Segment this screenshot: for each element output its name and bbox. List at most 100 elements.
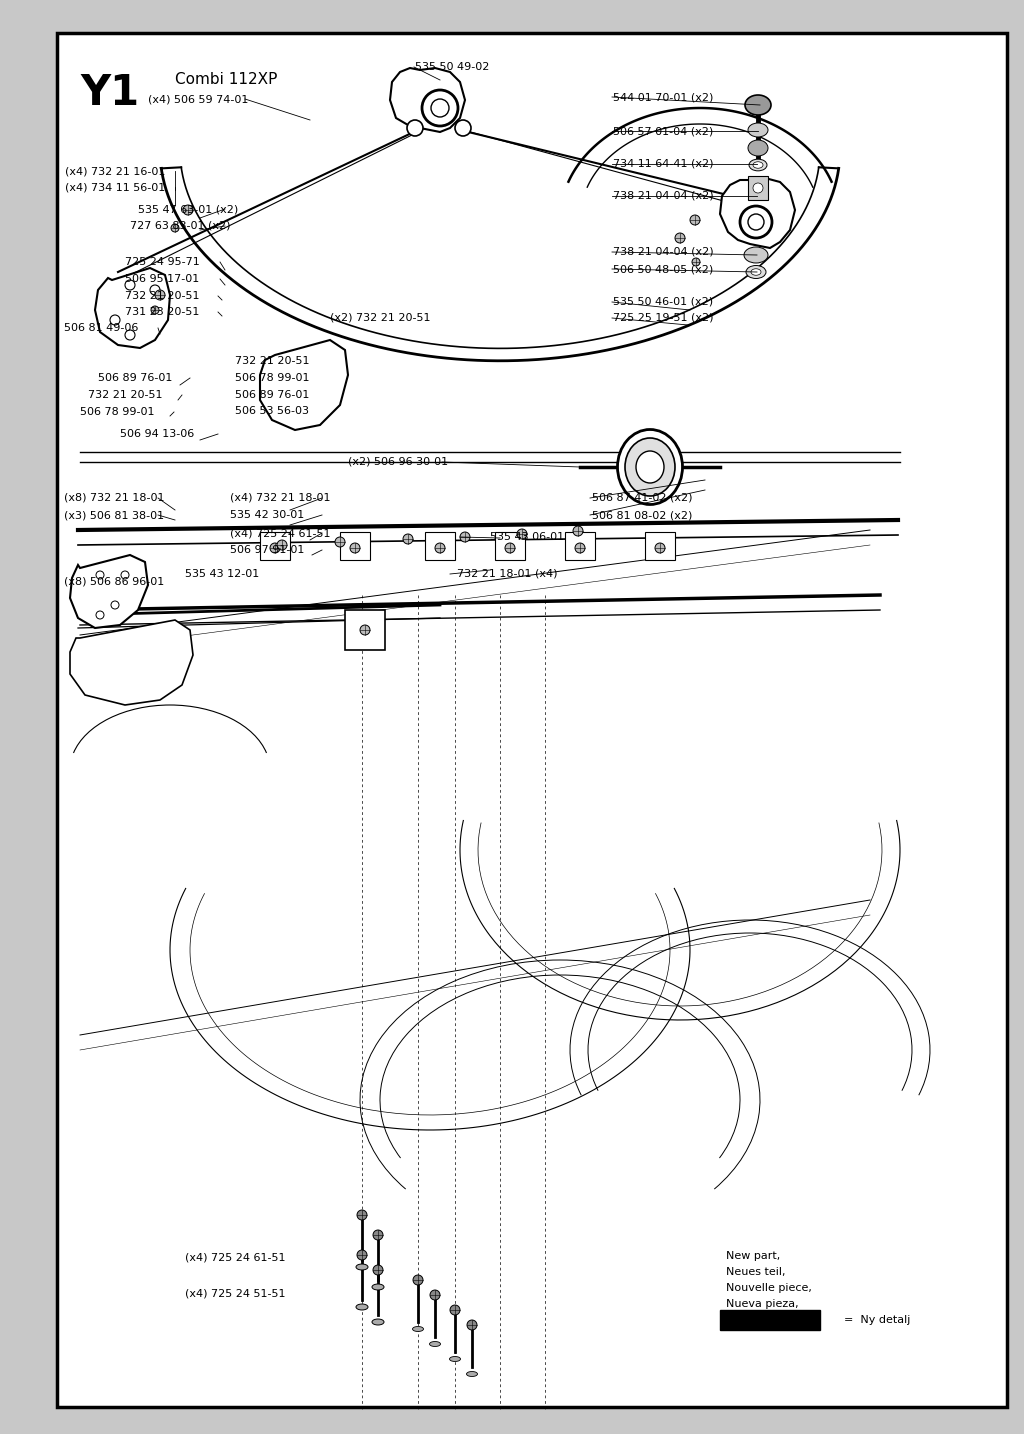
Text: 506 81 49-06: 506 81 49-06 bbox=[63, 323, 138, 333]
Ellipse shape bbox=[749, 159, 767, 171]
Text: 734 11 64-41 (x2): 734 11 64-41 (x2) bbox=[613, 159, 714, 169]
Circle shape bbox=[435, 543, 445, 554]
Circle shape bbox=[467, 1321, 477, 1329]
Text: (x4) 732 21 16-01: (x4) 732 21 16-01 bbox=[65, 166, 165, 176]
Circle shape bbox=[740, 206, 772, 238]
Circle shape bbox=[373, 1230, 383, 1240]
Circle shape bbox=[430, 1291, 440, 1301]
Text: Nouvelle piece,: Nouvelle piece, bbox=[726, 1283, 812, 1293]
Ellipse shape bbox=[356, 1304, 368, 1311]
Ellipse shape bbox=[617, 430, 683, 505]
Circle shape bbox=[270, 543, 280, 554]
Bar bbox=[345, 609, 385, 650]
Ellipse shape bbox=[429, 1341, 440, 1347]
Text: 535 47 63-01 (x2): 535 47 63-01 (x2) bbox=[138, 204, 239, 214]
Text: 506 57 01-04 (x2): 506 57 01-04 (x2) bbox=[613, 126, 714, 136]
Circle shape bbox=[150, 285, 160, 295]
Bar bbox=[720, 1311, 820, 1329]
Circle shape bbox=[460, 532, 470, 542]
Circle shape bbox=[407, 120, 423, 136]
Circle shape bbox=[690, 215, 700, 225]
Text: (x4) 725 24 51-51: (x4) 725 24 51-51 bbox=[185, 1288, 286, 1298]
Circle shape bbox=[655, 543, 665, 554]
Text: 731 23 20-51: 731 23 20-51 bbox=[125, 307, 200, 317]
Ellipse shape bbox=[467, 1371, 477, 1377]
Text: 535 43 12-01: 535 43 12-01 bbox=[185, 569, 259, 579]
Circle shape bbox=[155, 290, 165, 300]
Circle shape bbox=[335, 536, 345, 546]
Text: Y1: Y1 bbox=[80, 72, 139, 113]
Text: (x2) 506 96 30-01: (x2) 506 96 30-01 bbox=[348, 457, 449, 467]
Bar bbox=[340, 532, 370, 561]
Ellipse shape bbox=[746, 265, 766, 278]
Circle shape bbox=[111, 601, 119, 609]
Text: 506 95 17-01: 506 95 17-01 bbox=[125, 274, 200, 284]
Circle shape bbox=[125, 280, 135, 290]
Circle shape bbox=[357, 1210, 367, 1220]
Ellipse shape bbox=[413, 1326, 424, 1332]
Text: (x4) 732 21 18-01: (x4) 732 21 18-01 bbox=[230, 493, 331, 503]
Circle shape bbox=[675, 232, 685, 242]
Text: 506 97 91-01: 506 97 91-01 bbox=[230, 545, 304, 555]
Circle shape bbox=[121, 571, 129, 579]
Bar bbox=[748, 176, 768, 199]
Bar bbox=[425, 532, 455, 561]
Polygon shape bbox=[70, 619, 193, 706]
Text: 506 94 13-06: 506 94 13-06 bbox=[120, 429, 195, 439]
Text: (x8) 506 86 96-01: (x8) 506 86 96-01 bbox=[63, 576, 164, 587]
Circle shape bbox=[575, 543, 585, 554]
Circle shape bbox=[753, 184, 763, 194]
Text: 732 21 20-51: 732 21 20-51 bbox=[88, 390, 163, 400]
Text: 506 81 08-02 (x2): 506 81 08-02 (x2) bbox=[592, 511, 692, 521]
Circle shape bbox=[96, 571, 104, 579]
Bar bbox=[495, 532, 525, 561]
Text: 544 01 70-01 (x2): 544 01 70-01 (x2) bbox=[613, 92, 714, 102]
Text: (x2) 732 21 20-51: (x2) 732 21 20-51 bbox=[330, 313, 430, 323]
Circle shape bbox=[455, 120, 471, 136]
Ellipse shape bbox=[636, 452, 664, 483]
Polygon shape bbox=[95, 268, 170, 348]
Text: 727 63 83-01 (x2): 727 63 83-01 (x2) bbox=[130, 221, 230, 231]
Ellipse shape bbox=[748, 123, 768, 138]
Circle shape bbox=[350, 543, 360, 554]
Text: Neues teil,: Neues teil, bbox=[726, 1268, 785, 1278]
Circle shape bbox=[357, 1250, 367, 1260]
Text: 738 21 04-04 (x2): 738 21 04-04 (x2) bbox=[613, 247, 714, 257]
Text: 725 25 19-51 (x2): 725 25 19-51 (x2) bbox=[613, 313, 714, 323]
Text: (x4) 725 24 61-51: (x4) 725 24 61-51 bbox=[230, 528, 331, 538]
Bar bbox=[565, 532, 595, 561]
Text: (x4) 725 24 61-51: (x4) 725 24 61-51 bbox=[185, 1252, 286, 1262]
Circle shape bbox=[278, 541, 287, 551]
Text: 506 50 48-05 (x2): 506 50 48-05 (x2) bbox=[613, 264, 714, 274]
Bar bbox=[645, 532, 675, 561]
Polygon shape bbox=[260, 340, 348, 430]
Circle shape bbox=[431, 99, 449, 118]
Circle shape bbox=[505, 543, 515, 554]
Circle shape bbox=[422, 90, 458, 126]
Text: 535 50 46-01 (x2): 535 50 46-01 (x2) bbox=[613, 297, 713, 307]
Polygon shape bbox=[390, 67, 465, 132]
Text: 506 78 99-01: 506 78 99-01 bbox=[80, 407, 155, 417]
Text: 732 21 20-51: 732 21 20-51 bbox=[234, 356, 309, 366]
Text: 738 21 04-04 (x2): 738 21 04-04 (x2) bbox=[613, 191, 714, 201]
Text: =  Ny detalj: = Ny detalj bbox=[844, 1315, 910, 1325]
Text: 506 87 41-02 (x2): 506 87 41-02 (x2) bbox=[592, 493, 692, 503]
Circle shape bbox=[125, 330, 135, 340]
Polygon shape bbox=[720, 178, 795, 248]
Circle shape bbox=[183, 205, 193, 215]
Text: 506 78 99-01: 506 78 99-01 bbox=[234, 373, 309, 383]
Text: New part,: New part, bbox=[726, 1250, 780, 1260]
Circle shape bbox=[748, 214, 764, 229]
Text: 732 21 20-51: 732 21 20-51 bbox=[125, 291, 200, 301]
Circle shape bbox=[692, 258, 700, 265]
Circle shape bbox=[517, 529, 527, 539]
Circle shape bbox=[171, 224, 179, 232]
Circle shape bbox=[373, 1265, 383, 1275]
Text: 732 21 18-01 (x4): 732 21 18-01 (x4) bbox=[457, 569, 557, 579]
Ellipse shape bbox=[356, 1263, 368, 1271]
Circle shape bbox=[96, 611, 104, 619]
Text: 506 89 76-01: 506 89 76-01 bbox=[234, 390, 309, 400]
Polygon shape bbox=[70, 555, 148, 628]
Text: (x4) 506 59 74-01: (x4) 506 59 74-01 bbox=[148, 95, 249, 105]
Circle shape bbox=[413, 1275, 423, 1285]
